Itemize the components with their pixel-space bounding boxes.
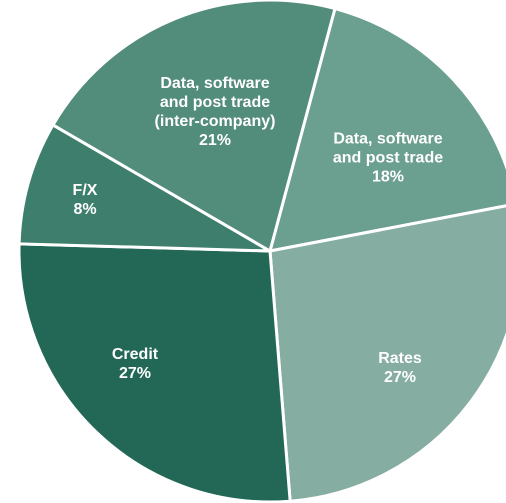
value-label: 27% bbox=[118, 365, 152, 382]
value-label: 18% bbox=[371, 168, 405, 186]
category-label: Credit bbox=[111, 346, 159, 363]
slice-label: Data, software and post trade (inter-com… bbox=[153, 74, 277, 150]
category-label: Data, software and post trade (inter-com… bbox=[154, 75, 276, 130]
value-label: 8% bbox=[73, 201, 97, 218]
slice-label: Rates 27% bbox=[338, 349, 462, 387]
pie-slice bbox=[17, 122, 271, 253]
pie-slice bbox=[267, 6, 506, 253]
category-label: F/X bbox=[72, 182, 98, 199]
slice-label: Credit 27% bbox=[73, 345, 197, 383]
pie-slice bbox=[268, 204, 506, 503]
category-label: Data, software and post trade bbox=[332, 130, 444, 167]
pie-slice bbox=[17, 242, 292, 503]
value-label: 21% bbox=[198, 132, 232, 149]
category-label: Rates bbox=[378, 350, 422, 367]
slice-label: Data, software and post trade 18% bbox=[326, 130, 450, 187]
pie-slice bbox=[50, 0, 337, 254]
slice-label: F/X 8% bbox=[23, 181, 147, 219]
value-label: 27% bbox=[383, 369, 417, 386]
